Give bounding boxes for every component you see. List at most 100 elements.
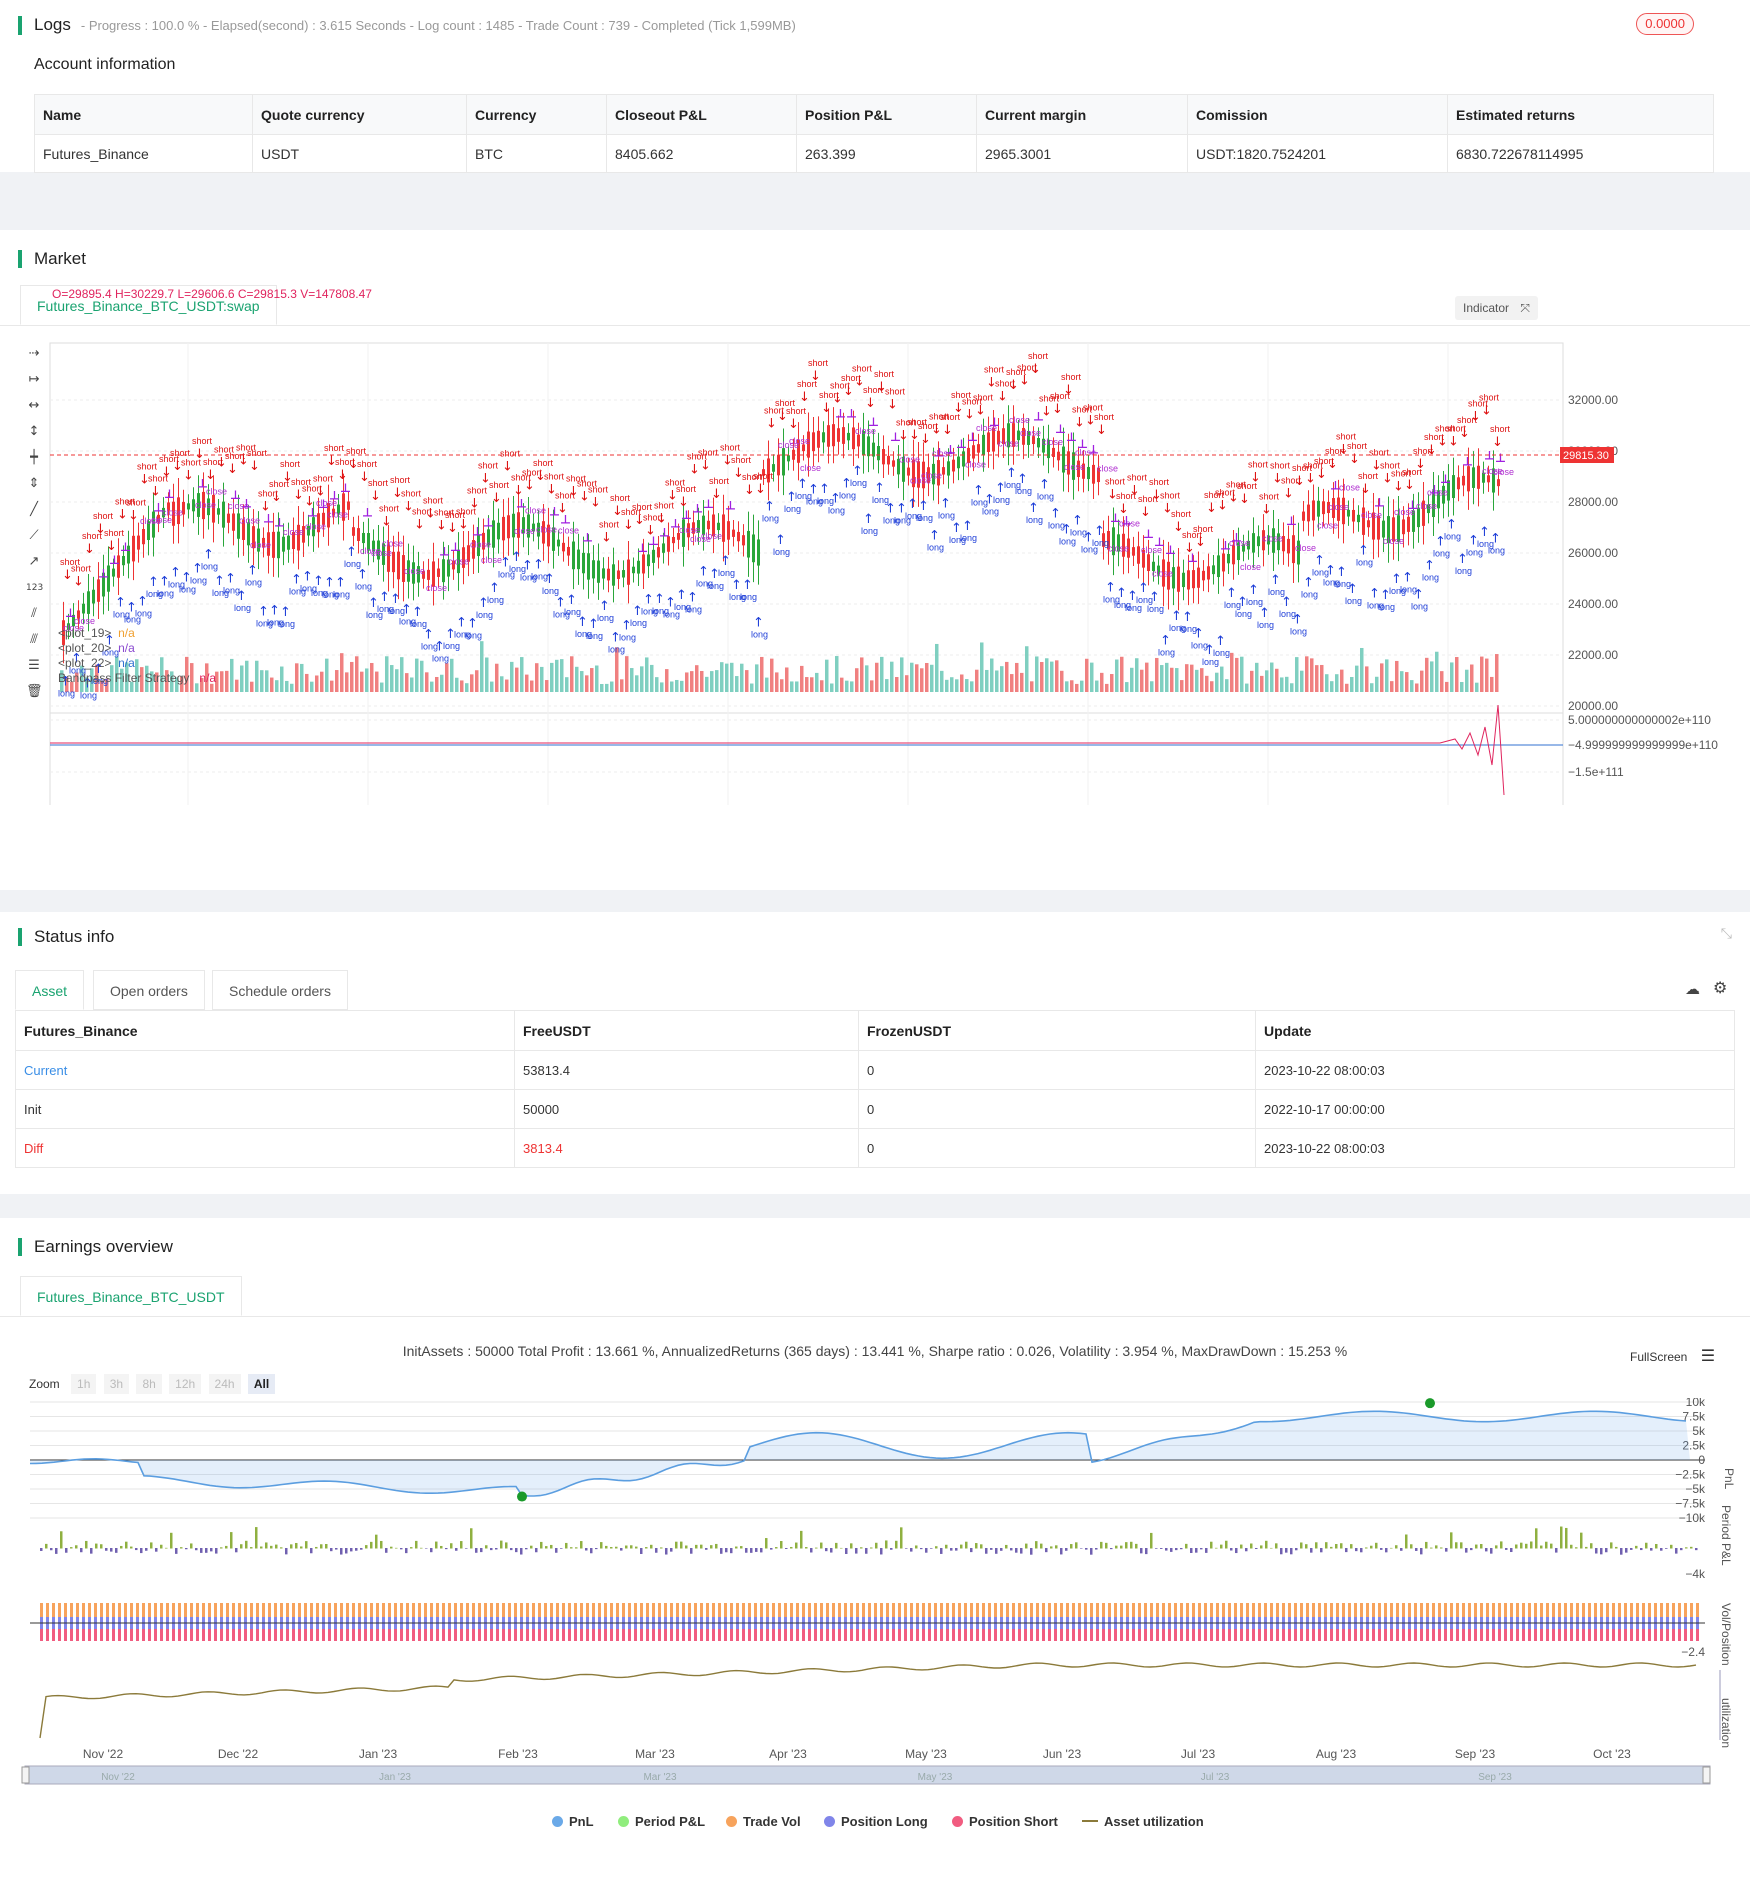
expand-icon[interactable]: ⤧ [1520,301,1530,315]
tab-market-symbol[interactable]: Futures_Binance_BTC_USDT:swap [20,285,277,325]
candle-body [847,432,850,441]
volume-bar [940,670,944,692]
position-marker: ⊥ [439,545,450,559]
cross-line-icon[interactable]: ┿ [30,450,38,465]
candle-body [117,555,120,578]
position-short-bar [286,1629,289,1641]
position-marker: ⊥ [956,437,967,451]
legend-position-long[interactable]: Position Long [824,1814,928,1829]
short-label: short [368,478,389,488]
arrow-line-icon[interactable]: ↗ [28,554,40,569]
price-label-icon[interactable]: 123 [26,583,44,593]
cloud-icon[interactable]: ☁ [1685,980,1700,998]
fib-retracement-icon[interactable]: ☰ [28,658,40,673]
candle-body [277,531,280,559]
zoom-1h[interactable]: 1h [71,1374,97,1394]
legend-period-pnl[interactable]: Period P&L [618,1814,705,1829]
short-label: short [445,510,466,520]
long-arrow: ↑ [1083,530,1094,545]
trend-line-icon[interactable]: ╱ [30,502,38,517]
short-arrow: ↓ [667,489,678,504]
legend-pnl[interactable]: PnL [552,1814,594,1829]
long-label: long [157,589,174,599]
period-pnl-bar [195,1548,198,1551]
trade-vol-bar [1072,1603,1075,1617]
asset-cell[interactable]: Current [15,1050,515,1090]
menu-icon[interactable]: ☰ [1700,1346,1716,1365]
zoom-24h[interactable]: 24h [208,1374,241,1394]
zoom-12h[interactable]: 12h [169,1374,202,1394]
trash-icon[interactable]: 🗑 [26,684,43,699]
pnl-tick-label: −2.5k [1675,1468,1706,1482]
position-short-bar [664,1629,667,1641]
volume-bar [1440,671,1444,692]
vertical-line-icon[interactable]: ↕ [28,424,40,439]
position-marker: ⊥ [1484,448,1495,462]
pnl-tick-label: −10k [1679,1511,1706,1525]
ray-icon[interactable]: ⟋ [29,528,39,543]
long-arrow: ↑ [1292,612,1303,627]
trade-vol-bar [1228,1603,1231,1617]
pnl-line [29,1410,1687,1497]
zoom-8h[interactable]: 8h [136,1374,162,1394]
tab-earnings-symbol[interactable]: Futures_Binance_BTC_USDT [20,1276,242,1316]
parallel-channel-icon[interactable]: ⫽ [31,606,37,621]
period-pnl-bar [1305,1544,1308,1549]
close-label: close [1240,562,1261,572]
earnings-chart[interactable]: 10k7.5k5k2.5k0−2.5k−5k−7.5k−10kPnL−4kPer… [0,1398,1750,1858]
candle-body [192,499,195,512]
fullscreen-button[interactable]: FullScreen ☰ [1630,1346,1715,1365]
gear-icon[interactable]: ⚙ [1713,978,1728,997]
period-pnl-bar [1415,1548,1418,1551]
position-short-bar [916,1629,919,1641]
volume-bar [445,663,449,692]
short-arrow: ↓ [1096,423,1107,438]
volume-bar [215,671,219,692]
short-label: short [577,478,598,488]
horizontal-ray-icon[interactable]: ↦ [28,372,40,387]
candle-body [772,464,775,472]
logs-badge[interactable]: 0.0000 [1636,13,1694,35]
trade-vol-bar [658,1603,661,1617]
position-short-bar [364,1629,367,1641]
candle-body [842,427,845,444]
horizontal-line-icon[interactable]: ⇢ [28,346,40,361]
volume-bar [765,677,769,692]
candlestick-chart[interactable]: 32000.0030000.0028000.0026000.0024000.00… [0,335,1750,805]
legend-trade-vol[interactable]: Trade Vol [726,1814,801,1829]
indicator-button[interactable]: Indicator ⤧ [1455,296,1538,320]
period-pnl-bar [1625,1548,1628,1553]
tab-schedule-orders[interactable]: Schedule orders [212,970,348,1010]
zoom-3h[interactable]: 3h [103,1374,130,1394]
period-pnl-bar [1180,1548,1183,1550]
candle-body [487,529,490,546]
period-pnl-bar [560,1548,563,1549]
volume-bar [1385,659,1389,692]
volume-bar [1395,660,1399,692]
position-short-bar [1654,1629,1657,1641]
position-short-bar [556,1629,559,1641]
close-label: close [514,526,535,536]
tab-asset[interactable]: Asset [15,970,85,1010]
position-short-bar [148,1629,151,1641]
candle-body [317,513,320,533]
close-label: close [1141,545,1162,555]
long-arrow: ↑ [852,464,863,479]
position-short-bar [1576,1629,1579,1641]
extended-line-icon[interactable]: ↔ [28,398,40,413]
volume-bar [115,656,119,692]
trade-vol-bar [1420,1603,1423,1617]
legend-position-short[interactable]: Position Short [952,1814,1058,1829]
candle-body [452,560,455,570]
tab-open-orders[interactable]: Open orders [93,970,205,1010]
short-arrow: ↓ [678,495,689,510]
trade-vol-bar [358,1603,361,1617]
legend-asset-utilization[interactable]: Asset utilization [1082,1814,1204,1829]
long-arrow: ↑ [863,512,874,527]
collapse-icon[interactable]: ⤡ [1720,926,1732,942]
pitchfork-icon[interactable]: ⫻ [30,632,38,647]
price-range-icon[interactable]: ⇕ [28,476,40,491]
zoom-all[interactable]: All [247,1374,276,1394]
volume-bar [1090,662,1094,692]
volume-bar [650,664,654,692]
